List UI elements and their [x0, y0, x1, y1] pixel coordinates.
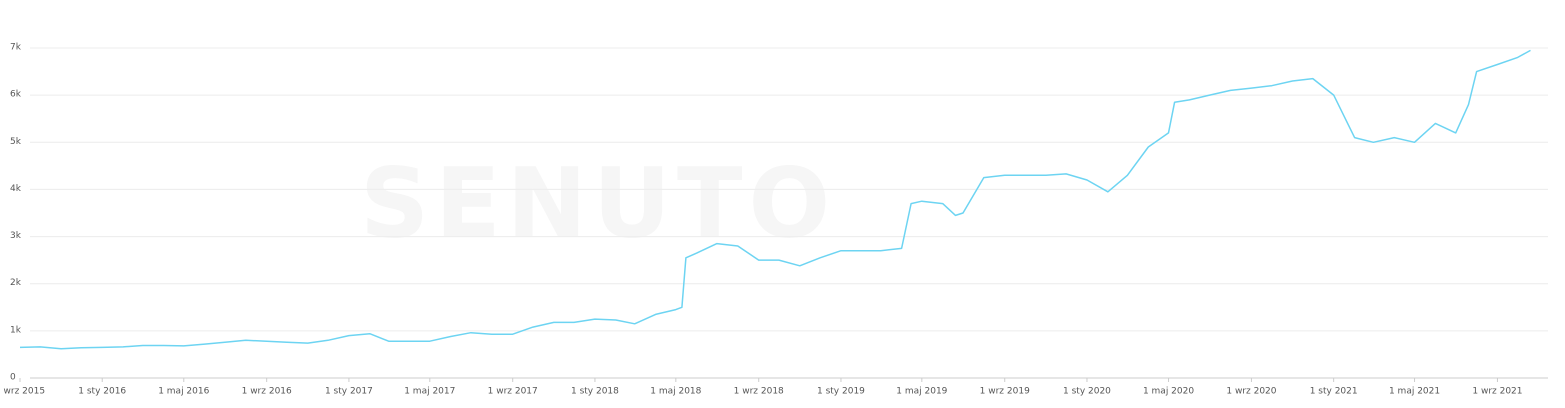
x-tick-label: 1 maj 2017	[404, 387, 455, 397]
x-tick-label: 1 maj 2021	[1389, 387, 1440, 397]
x-tick-label: 1 sty 2019	[817, 387, 865, 397]
x-tick-label: 1 maj 2018	[650, 387, 701, 397]
x-tick-label: 1 maj 2019	[896, 387, 947, 397]
x-tick-label: 1 sty 2018	[571, 387, 619, 397]
watermark: SENUTO	[360, 147, 836, 259]
y-tick-label: 7k	[10, 43, 22, 53]
x-tick-label: 1 maj 2016	[158, 387, 209, 397]
x-tick-label: 1 wrz 2021	[1472, 387, 1522, 397]
x-tick-label: 1 sty 2021	[1310, 387, 1358, 397]
y-tick-label: 6k	[10, 90, 22, 100]
x-tick-label: 1 maj 2020	[1143, 387, 1194, 397]
x-tick-label: 1 wrz 2017	[488, 387, 538, 397]
y-tick-label: 1k	[10, 325, 22, 335]
y-tick-label: 3k	[10, 231, 22, 241]
y-tick-label: 2k	[10, 278, 22, 288]
x-tick-label: 1 wrz 2016	[242, 387, 292, 397]
x-tick-label: 1 wrz 2018	[734, 387, 784, 397]
x-tick-label: 1 sty 2017	[325, 387, 373, 397]
x-tick-label: 1 wrz 2019	[980, 387, 1030, 397]
x-tick-label: 1 wrz 2015	[0, 387, 45, 397]
x-tick-label: 1 wrz 2020	[1226, 387, 1276, 397]
y-tick-label: 0	[10, 373, 16, 383]
y-tick-label: 5k	[10, 137, 22, 147]
x-tick-label: 1 sty 2016	[78, 387, 126, 397]
x-tick-label: 1 sty 2020	[1063, 387, 1111, 397]
line	[19, 49, 1531, 350]
y-tick-label: 4k	[10, 184, 22, 194]
